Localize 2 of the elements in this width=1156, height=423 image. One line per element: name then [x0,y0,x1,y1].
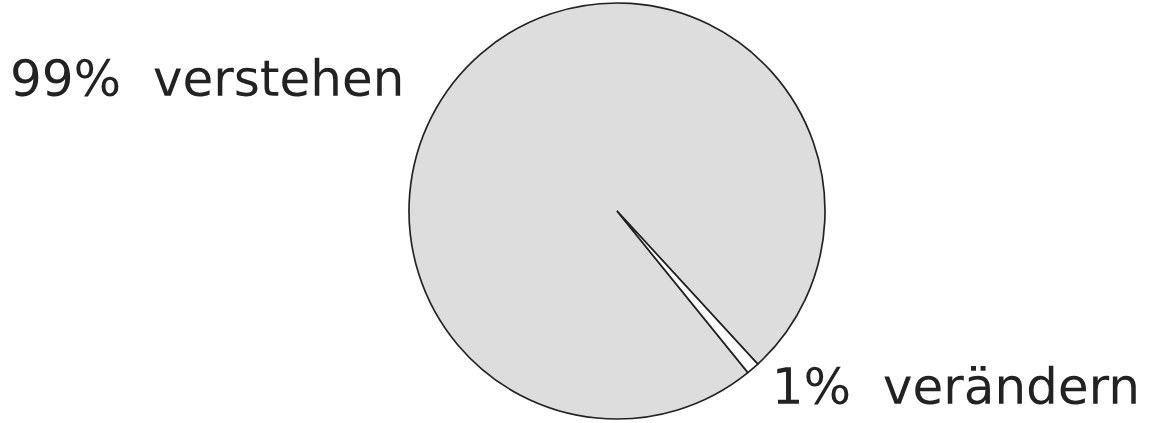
slice-label: 1% verändern [777,365,1136,405]
slice-label: 99% verstehen [13,57,401,97]
